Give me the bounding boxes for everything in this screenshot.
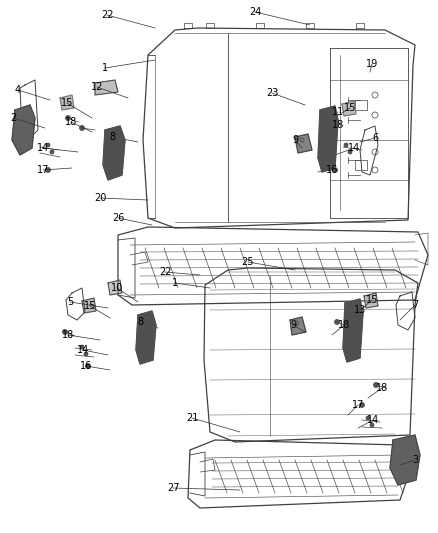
Text: 22: 22 [101,10,113,20]
Circle shape [80,125,85,131]
Polygon shape [108,280,122,295]
Text: 18: 18 [65,117,77,127]
Text: 15: 15 [344,103,356,113]
Circle shape [344,143,348,147]
Circle shape [370,423,374,427]
Circle shape [374,383,378,387]
Text: 11: 11 [332,107,344,117]
Text: 3: 3 [412,455,418,465]
Text: 27: 27 [167,483,179,493]
Text: 8: 8 [109,132,115,142]
Circle shape [84,352,88,356]
Circle shape [85,364,91,368]
Text: 23: 23 [266,88,278,98]
Circle shape [360,402,364,408]
Text: 2: 2 [10,113,16,123]
Polygon shape [295,134,312,153]
Text: 15: 15 [366,295,378,305]
Circle shape [46,143,50,147]
Text: 1: 1 [172,278,178,288]
Text: 5: 5 [67,297,73,307]
Text: 1: 1 [102,63,108,73]
Text: 18: 18 [376,383,388,393]
Polygon shape [103,126,125,180]
Circle shape [80,345,84,349]
Polygon shape [82,298,96,313]
Text: 14: 14 [348,143,360,153]
Polygon shape [343,299,363,362]
Text: 18: 18 [62,330,74,340]
Bar [355,100,367,110]
Text: 26: 26 [112,213,124,223]
Text: 18: 18 [332,120,344,130]
Polygon shape [12,105,35,155]
Circle shape [66,116,71,120]
Text: 14: 14 [37,143,49,153]
Text: 21: 21 [186,413,198,423]
Text: 16: 16 [326,165,338,175]
Circle shape [335,319,339,325]
Text: 14: 14 [77,345,89,355]
Text: 15: 15 [61,98,73,108]
Text: 7: 7 [412,300,418,310]
Circle shape [46,167,50,173]
Polygon shape [95,80,118,95]
Polygon shape [290,317,306,335]
Text: 16: 16 [80,361,92,371]
Circle shape [50,150,54,154]
Text: 9: 9 [292,135,298,145]
Text: 15: 15 [84,301,96,311]
Text: 19: 19 [366,59,378,69]
Text: 8: 8 [137,317,143,327]
Text: 6: 6 [372,133,378,143]
Polygon shape [364,293,378,308]
Polygon shape [342,101,356,116]
Circle shape [331,119,336,125]
Polygon shape [318,106,338,172]
Text: 24: 24 [249,7,261,17]
Text: 12: 12 [91,82,103,92]
Circle shape [63,329,67,335]
Text: 17: 17 [37,165,49,175]
Circle shape [332,167,338,173]
Text: 10: 10 [111,283,123,293]
Text: 13: 13 [354,305,366,315]
Text: 17: 17 [352,400,364,410]
Text: 22: 22 [159,267,171,277]
Text: 4: 4 [15,85,21,95]
Circle shape [348,150,352,154]
Text: 9: 9 [290,320,296,330]
Text: 20: 20 [94,193,106,203]
Polygon shape [60,95,74,110]
Text: 25: 25 [242,257,254,267]
Polygon shape [390,435,420,485]
Bar [355,160,367,170]
Circle shape [366,416,370,420]
Text: 14: 14 [367,415,379,425]
Polygon shape [136,311,156,364]
Text: 18: 18 [338,320,350,330]
